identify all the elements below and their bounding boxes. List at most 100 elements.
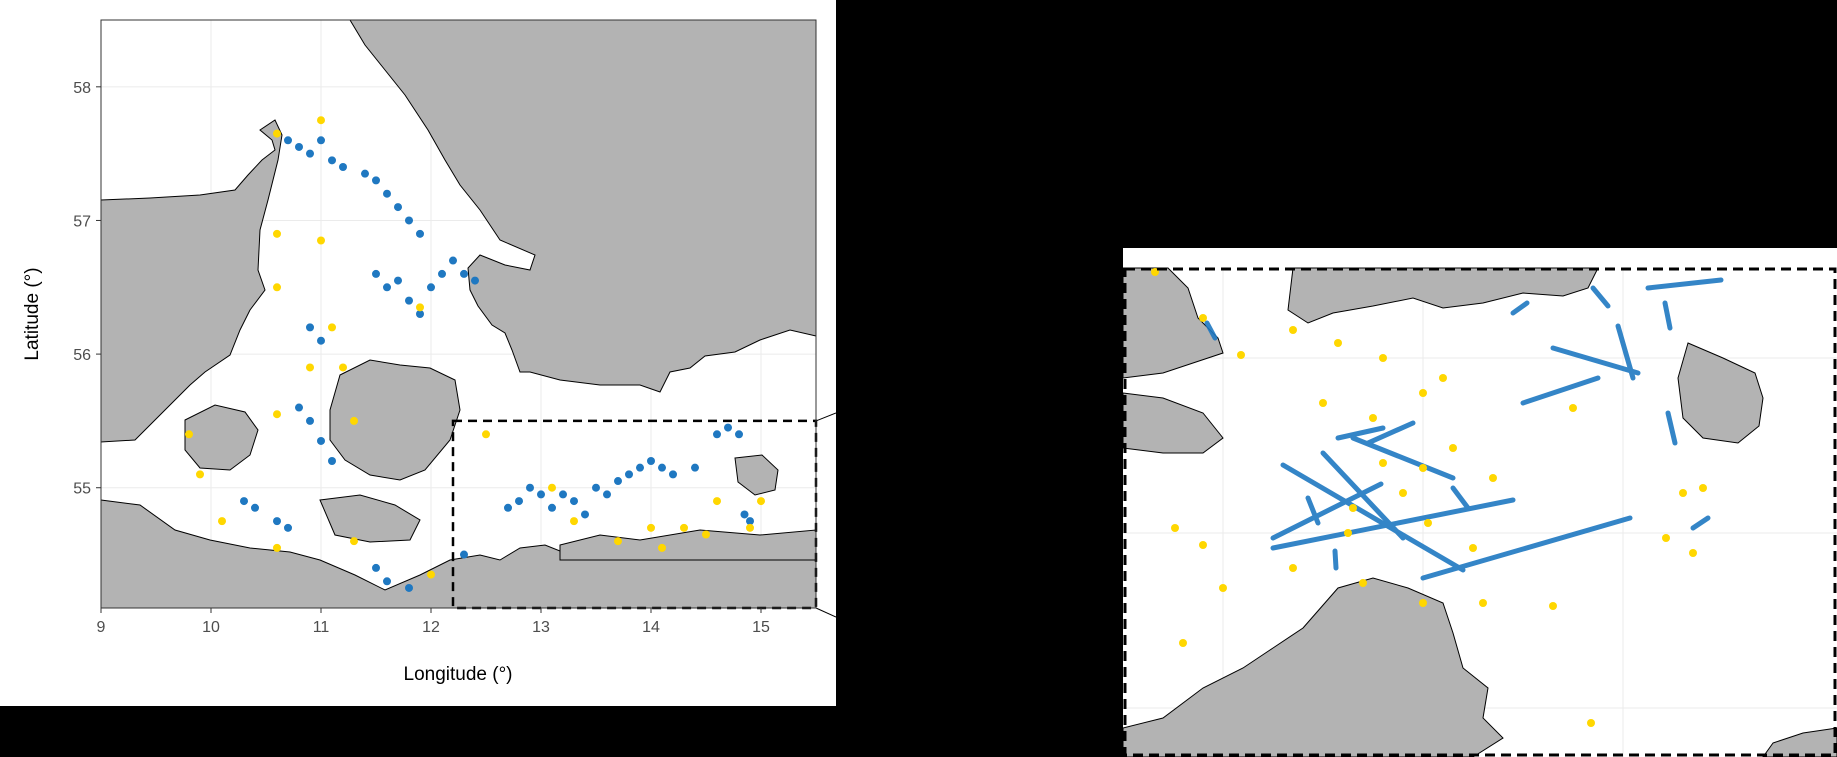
- survey-point: [471, 276, 479, 285]
- survey-point: [273, 229, 281, 238]
- survey-point: [317, 336, 325, 345]
- x-tick-label: 12: [422, 619, 440, 636]
- survey-point: [504, 503, 512, 512]
- survey-point: [350, 416, 358, 425]
- survey-point: [438, 269, 446, 278]
- survey-point: [713, 497, 721, 506]
- survey-point: [218, 517, 226, 526]
- survey-point: [372, 563, 380, 572]
- survey-point: [416, 303, 424, 312]
- survey-point: [306, 149, 314, 158]
- survey-point: [284, 136, 292, 145]
- survey-point: [647, 457, 655, 465]
- survey-point: [372, 269, 380, 278]
- x-tick-label: 14: [642, 619, 660, 636]
- survey-point: [746, 517, 754, 526]
- survey-point: [328, 156, 336, 165]
- x-tick-label: 11: [313, 619, 330, 636]
- inset-land-rugen: [1123, 577, 1504, 757]
- survey-point: [295, 403, 303, 412]
- survey-point: [273, 543, 281, 552]
- y-tick-label: 55: [73, 481, 91, 498]
- survey-point: [570, 517, 578, 526]
- inset-map-svg: [1123, 248, 1837, 757]
- land-sweden: [349, 19, 817, 393]
- survey-point: [460, 269, 468, 278]
- inset-land: [1123, 267, 1837, 757]
- survey-point: [427, 283, 435, 292]
- inset-connector-bottom: [815, 607, 837, 618]
- survey-point: [273, 283, 281, 292]
- survey-point: [383, 577, 391, 586]
- survey-point: [317, 236, 325, 245]
- land-masses: [100, 19, 817, 609]
- survey-point: [339, 363, 347, 372]
- survey-point: [724, 423, 732, 432]
- survey-point: [603, 490, 611, 499]
- survey-point: [658, 543, 666, 552]
- survey-point: [273, 410, 281, 419]
- y-axis-title: Latitude (°): [22, 267, 43, 360]
- land-funen: [184, 404, 259, 471]
- survey-point: [394, 276, 402, 285]
- survey-point: [713, 430, 721, 439]
- survey-point: [636, 463, 644, 472]
- survey-point: [328, 457, 336, 465]
- y-tick-label: 56: [73, 347, 91, 364]
- survey-point: [405, 216, 413, 225]
- survey-point: [526, 483, 534, 492]
- survey-point: [196, 470, 204, 479]
- survey-point: [658, 463, 666, 472]
- survey-point: [614, 537, 622, 546]
- y-tick-label: 57: [73, 213, 91, 230]
- survey-point: [482, 430, 490, 439]
- x-axis: 9 10 11 12 13 14 15: [97, 608, 770, 636]
- land-lolland: [319, 494, 421, 543]
- survey-point: [383, 283, 391, 292]
- survey-point: [284, 523, 292, 532]
- survey-point: [306, 363, 314, 372]
- survey-point: [548, 483, 556, 492]
- survey-point: [361, 169, 369, 178]
- survey-points: [185, 116, 765, 592]
- survey-point: [614, 477, 622, 486]
- x-tick-label: 15: [752, 619, 770, 636]
- survey-point: [592, 483, 600, 492]
- survey-point: [449, 256, 457, 265]
- survey-point: [746, 523, 754, 532]
- x-tick-label: 10: [202, 619, 220, 636]
- survey-point: [581, 510, 589, 519]
- x-axis-title: Longitude (°): [404, 664, 513, 685]
- survey-point: [691, 463, 699, 472]
- x-tick-label: 13: [532, 619, 550, 636]
- survey-point: [416, 310, 424, 318]
- survey-point: [548, 503, 556, 512]
- inset-land-mon: [1123, 392, 1224, 454]
- survey-point: [306, 416, 314, 425]
- survey-point: [680, 523, 688, 532]
- y-axis: 58 57 56 55: [73, 80, 101, 498]
- land-jutland: [100, 119, 283, 443]
- survey-point: [372, 176, 380, 185]
- inset-dashed-frame: [1123, 267, 1837, 757]
- survey-point: [251, 503, 259, 512]
- survey-point: [273, 129, 281, 138]
- survey-point: [240, 497, 248, 506]
- inset-land-zealand-coast: [1123, 267, 1224, 379]
- survey-point: [273, 517, 281, 526]
- survey-point: [306, 323, 314, 332]
- main-map-panel: 9 10 11 12 13 14 15 58 57 56 55 Longitude (°) Lat…: [0, 0, 837, 706]
- land-bornholm: [734, 454, 779, 496]
- survey-point: [394, 203, 402, 212]
- survey-point: [185, 430, 193, 439]
- survey-point: [328, 323, 336, 332]
- survey-point: [416, 229, 424, 238]
- inset-tracks: [1204, 277, 1724, 581]
- survey-point: [702, 530, 710, 539]
- inset-yellow-points: [1151, 268, 1707, 727]
- survey-point: [740, 510, 749, 519]
- survey-point: [350, 537, 358, 546]
- inset-land-bornholm: [1677, 342, 1764, 444]
- inset-map-panel: [1123, 248, 1837, 757]
- survey-point: [317, 136, 325, 145]
